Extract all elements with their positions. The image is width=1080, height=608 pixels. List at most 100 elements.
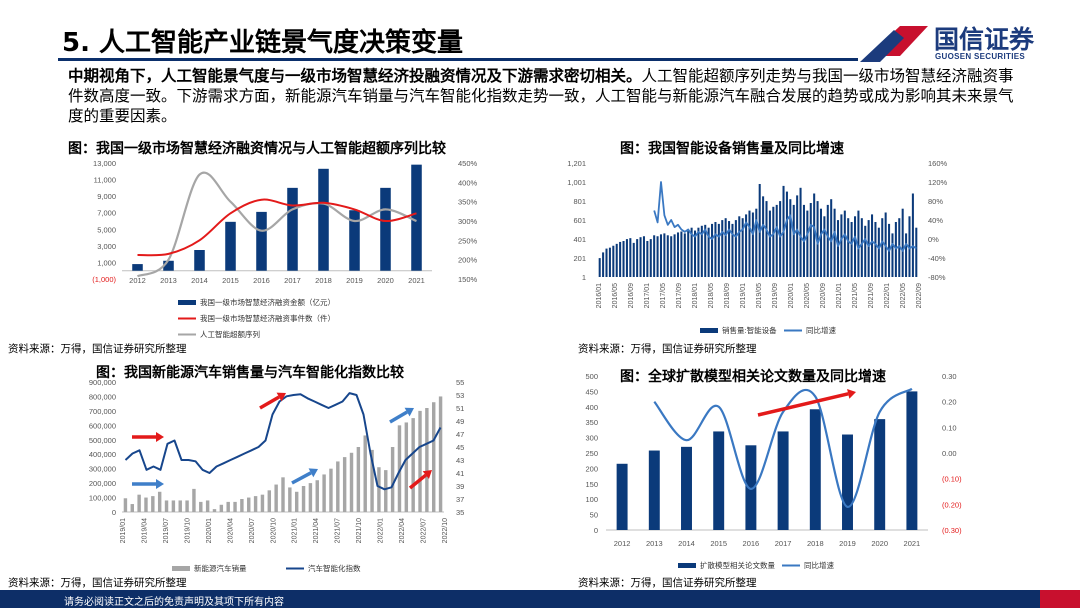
y-left-tick-label: 100	[585, 495, 598, 504]
bar-device-sales	[785, 191, 788, 277]
bar-device-sales	[666, 235, 669, 277]
y-right-tick-label: 450%	[458, 159, 478, 168]
figure-1-source: 资料来源：万得，国信证券研究所整理	[8, 343, 187, 355]
bar-device-sales	[738, 216, 741, 277]
legend-device-sales-swatch	[700, 328, 718, 333]
bar-nev-sales	[247, 497, 251, 512]
y-right-tick-label: 49	[456, 417, 464, 426]
figure-2-title: 图：我国智能设备销售量及同比增速	[620, 141, 844, 157]
x-tick-label: 2019/10	[184, 518, 191, 543]
x-tick-label: 2015	[222, 276, 239, 285]
y-left-tick-label: 3,000	[97, 242, 116, 251]
page-title: 5. 人工智能产业链景气度决策变量	[62, 28, 464, 58]
bar-nev-sales	[260, 494, 265, 512]
x-tick-label: 2021	[408, 276, 425, 285]
y-right-tick-label: 300%	[458, 217, 478, 226]
title-underline	[58, 58, 858, 61]
bar-paper-count	[745, 445, 757, 530]
x-tick-label: 2012	[614, 539, 631, 548]
bar-device-sales	[860, 218, 863, 277]
trend-arrow-blue-head	[308, 468, 318, 478]
bar-financing-amount	[132, 264, 143, 271]
bar-nev-sales	[199, 501, 203, 512]
chart-diffusion-papers: 0 50 100 150 200 250 300 350 400 450 500 (0.30) (0.2…	[585, 372, 962, 570]
trend-arrow-blue-head	[156, 479, 164, 489]
bar-device-sales	[877, 227, 880, 277]
y-right-tick-label: (0.10)	[942, 475, 962, 484]
y-right-tick-label: 200%	[458, 256, 478, 265]
bar-nev-sales	[356, 447, 361, 512]
x-tick-label: 2022/01	[378, 518, 385, 543]
bar-device-sales	[755, 208, 758, 277]
bar-nev-sales	[397, 425, 402, 512]
bar-paper-count	[906, 391, 918, 530]
bar-nev-sales	[267, 490, 272, 512]
y-left-tick-label: 150	[585, 480, 598, 489]
bar-device-sales	[854, 216, 857, 277]
y-left-tick-label: 800,000	[89, 392, 116, 401]
trend-arrow-red-head	[276, 392, 286, 402]
trend-arrow-red-head	[847, 388, 856, 399]
bar-nev-sales	[219, 504, 224, 512]
y-right-tick-label: 0.20	[942, 398, 957, 407]
legend-financing-amount-label: 我国一级市场智慧经济融资金额（亿元）	[200, 297, 335, 307]
bar-financing-amount	[256, 211, 267, 271]
x-tick-label: 2017/09	[676, 283, 683, 308]
bar-nev-sales	[123, 498, 128, 512]
x-tick-label: 2015	[710, 539, 727, 548]
guosen-logo	[860, 26, 928, 62]
bar-device-sales	[642, 236, 645, 277]
x-tick-label: 2021/01	[292, 518, 299, 543]
bar-paper-count	[648, 450, 660, 530]
bar-device-sales	[656, 236, 659, 277]
footer-bar	[0, 590, 1080, 608]
legend-financing-amount-swatch	[178, 300, 196, 305]
intro-bold: 中期视角下，人工智能景气度与一级市场智慧经济投融资情况及下游需求密切相关。	[68, 67, 642, 85]
bar-device-sales	[809, 202, 812, 277]
trend-arrow-red	[259, 395, 280, 410]
bar-paper-count	[809, 409, 821, 530]
y-left-tick-label: 50	[590, 511, 598, 520]
bar-nev-sales	[329, 468, 333, 512]
bar-device-sales	[819, 208, 822, 277]
x-tick-label: 2022/10	[442, 518, 449, 543]
bar-device-sales	[857, 210, 860, 277]
y-right-tick-label: 40%	[928, 216, 943, 225]
x-tick-label: 2016/09	[628, 283, 635, 308]
bar-device-sales	[905, 233, 908, 277]
bar-device-sales	[663, 233, 666, 277]
bar-device-sales	[901, 208, 904, 277]
bar-device-sales	[602, 252, 605, 277]
y-left-tick-label: 400,000	[89, 450, 116, 459]
y-right-tick-label: 39	[456, 482, 464, 491]
y-left-tick-label: 350	[585, 418, 598, 427]
bar-device-sales	[891, 233, 894, 277]
bar-nev-sales	[164, 500, 169, 512]
trend-arrow-red-head	[156, 432, 164, 442]
bar-nev-sales	[349, 452, 354, 512]
x-tick-label: 2021/10	[356, 518, 363, 543]
y-left-tick-label: 500,000	[89, 436, 116, 445]
y-right-tick-label: 0.30	[942, 372, 957, 381]
bar-financing-amount	[225, 221, 236, 271]
bar-device-sales	[711, 223, 714, 277]
x-tick-label: 2020/01	[788, 283, 795, 308]
x-tick-label: 2021/09	[868, 283, 875, 308]
x-tick-label: 2016	[743, 539, 760, 548]
bar-financing-amount	[411, 164, 422, 271]
bar-device-sales	[700, 225, 703, 277]
bar-device-sales	[772, 206, 775, 277]
x-tick-label: 2020/07	[249, 518, 256, 543]
bar-nev-sales	[233, 501, 237, 512]
x-tick-label: 2020/10	[270, 518, 277, 543]
y-left-tick-label: 0	[112, 508, 116, 517]
bar-device-sales	[874, 221, 877, 277]
bar-device-sales	[704, 224, 707, 277]
legend-intelligence-index-label: 汽车智能化指数	[308, 563, 361, 573]
bar-device-sales	[894, 221, 897, 277]
x-tick-label: 2021	[904, 539, 921, 548]
trend-arrow-blue	[291, 471, 312, 485]
x-tick-label: 2019	[346, 276, 363, 285]
bar-device-sales	[728, 221, 731, 277]
bar-device-sales	[813, 193, 816, 277]
